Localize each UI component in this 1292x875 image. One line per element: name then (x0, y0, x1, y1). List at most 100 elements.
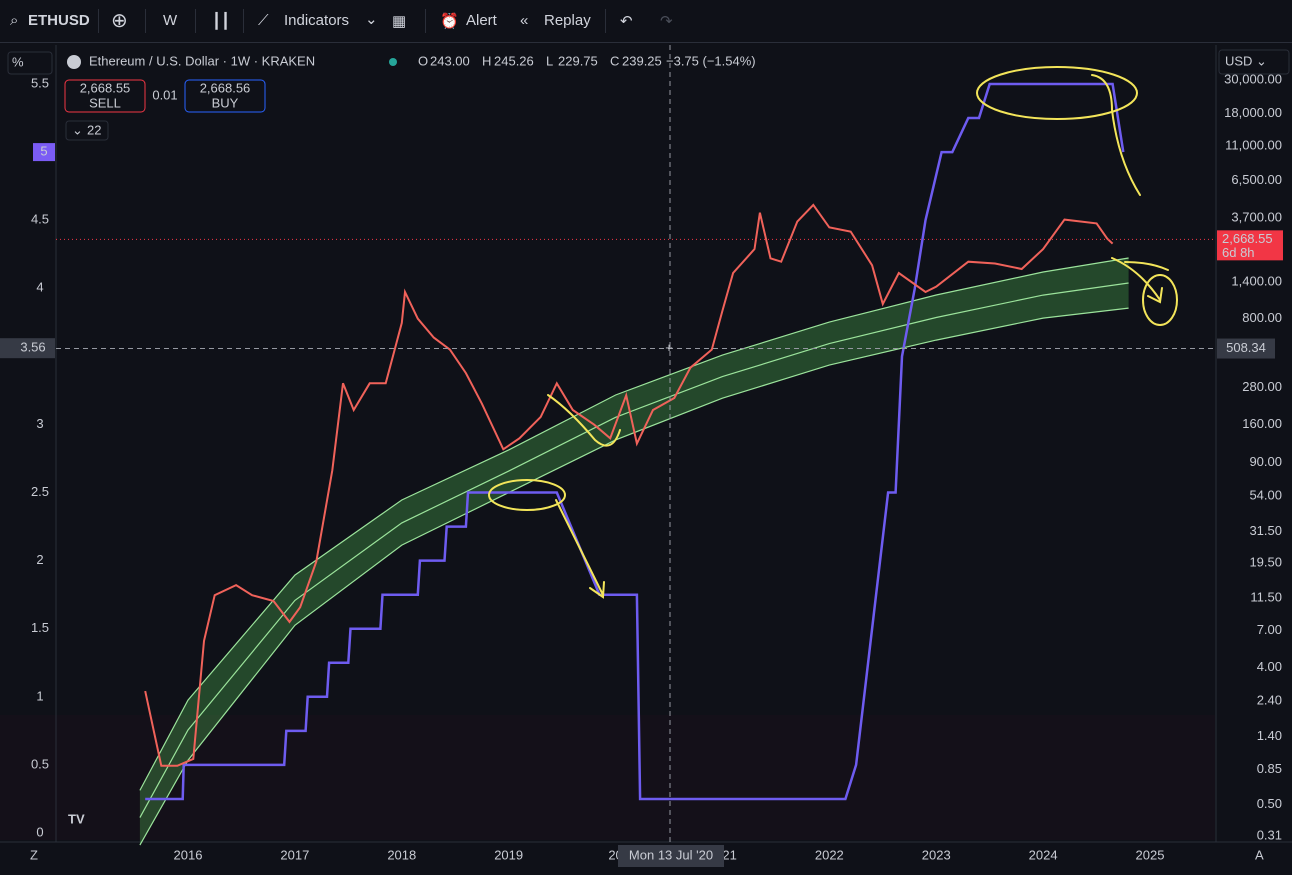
crosshair-price: 508.34 (1226, 340, 1266, 355)
right-tick-label: 1,400.00 (1231, 273, 1282, 288)
left-tick-label: 0 (36, 824, 43, 839)
left-unit: % (12, 54, 24, 69)
right-tick-label: 18,000.00 (1224, 105, 1282, 120)
x-tick-label: 2025 (1136, 847, 1165, 862)
left-tick-label: 2 (36, 552, 43, 567)
right-tick-label: 31.50 (1249, 523, 1282, 538)
annotation-ellipse (488, 479, 566, 511)
left-tick-label: 0.5 (31, 756, 49, 771)
ohlc-letter: L (546, 53, 553, 68)
separator (195, 9, 196, 33)
left-tick-label: 1.5 (31, 620, 49, 635)
x-tick-label: 2023 (922, 847, 951, 862)
replay-icon: « (520, 12, 529, 29)
price-line (144, 203, 1114, 767)
interval[interactable]: W (163, 12, 178, 29)
sell-price: 2,668.55 (80, 80, 131, 95)
left-tick-label: 4 (36, 280, 43, 295)
left-tick-label: 4.5 (31, 212, 49, 227)
chevron[interactable]: ⌄ (365, 11, 378, 28)
undo[interactable]: ↶ (620, 13, 633, 30)
lower-shade (0, 715, 1215, 840)
currency-box[interactable] (1218, 49, 1290, 75)
crosshair-percent-box (0, 338, 55, 359)
x-tick-label: 2019 (494, 847, 523, 862)
right-tick-label: 160.00 (1242, 416, 1282, 431)
indicators[interactable]: Indicators (284, 12, 350, 29)
chevron: ⌄ (72, 122, 83, 137)
right-tick-label: 3,700.00 (1231, 209, 1282, 224)
right-tick-label: 19.50 (1249, 555, 1282, 570)
zoom-z[interactable]: Z (30, 847, 38, 862)
annotation-arrow (555, 499, 605, 599)
search-icon: ⌕ (10, 12, 19, 29)
chevron: ⌄ (1256, 53, 1267, 68)
indicator-count: 22 (87, 122, 101, 137)
annotation-ellipse (976, 66, 1138, 120)
right-tick-label: 7.00 (1257, 622, 1282, 637)
indicator-line (145, 82, 1125, 801)
ohlc-letter: O (418, 53, 428, 68)
right-tick-label: 0.85 (1257, 761, 1282, 776)
logo: TV (68, 811, 85, 826)
indicators-icon: ⟋ (258, 12, 269, 29)
buy-button[interactable] (184, 79, 266, 113)
x-tick-label: 2016 (174, 847, 203, 862)
redo[interactable]: ↷ (660, 13, 673, 30)
crosshair-price-box (1217, 338, 1275, 359)
replay[interactable]: Replay (544, 12, 591, 29)
auto-a[interactable]: A (1255, 847, 1264, 862)
ohlc-value: 229.75 (558, 53, 598, 68)
alert[interactable]: Alert (466, 12, 497, 29)
right-unit: USD (1225, 53, 1252, 68)
separator (605, 9, 606, 33)
current-price-box (1217, 230, 1283, 261)
alert-icon: ⏰ (440, 13, 459, 30)
x-tick-label: 2018 (387, 847, 416, 862)
buy-label: BUY (212, 95, 239, 110)
spread: 0.01 (152, 87, 177, 102)
right-tick-label: 6,500.00 (1231, 172, 1282, 187)
right-tick-label: 54.00 (1249, 488, 1282, 503)
toolbar: ⌕ ETHUSD ⊕ W ┃┃ ⟋ Indicators ⌄ ▦ ⏰ Alert… (0, 0, 1292, 43)
crosshair-percent: 3.56 (20, 340, 45, 355)
separator (425, 9, 426, 33)
band-mid (139, 282, 1129, 818)
band-area (139, 258, 1129, 846)
ohlc-value: 245.26 (494, 53, 534, 68)
right-tick-label: 4.00 (1257, 659, 1282, 674)
ohlc-value: 243.00 (430, 53, 470, 68)
indicator-toggle[interactable] (65, 120, 109, 141)
right-tick-label: 2.40 (1257, 693, 1282, 708)
right-tick-label: 30,000.00 (1224, 71, 1282, 86)
annotation-ellipse (1142, 274, 1178, 326)
right-tick-label: 280.00 (1242, 379, 1282, 394)
left-tick-label: 3 (36, 416, 43, 431)
symbol-icon (67, 55, 81, 69)
countdown: 6d 8h (1222, 245, 1255, 260)
add-icon[interactable]: ⊕ (111, 10, 128, 32)
crosshair-cursor: + (665, 340, 673, 355)
annotations (488, 66, 1178, 599)
annotation-curve (547, 394, 621, 447)
unit-box[interactable] (7, 51, 53, 75)
layout-icon[interactable]: ▦ (392, 13, 407, 30)
right-tick-label: 1.40 (1257, 728, 1282, 743)
symbol[interactable]: ETHUSD (28, 12, 90, 29)
candle-icon[interactable]: ┃┃ (212, 13, 231, 30)
separator (243, 9, 244, 33)
ohlc: O 243.00 H 245.26 L 229.75 C 239.25 −3.75 (−1.54… (418, 53, 756, 68)
band-upper (139, 257, 1129, 791)
separator (145, 9, 146, 33)
right-tick-label: 0.31 (1257, 827, 1282, 842)
x-tick-label: 2022 (815, 847, 844, 862)
plot: 0 0.5 1 1.5 2 2.5 3 4 4.5 5.5 5 30,000.00 18,000.00 1… (0, 45, 1283, 867)
sell-button[interactable] (64, 79, 146, 113)
left-marker: 5 (40, 144, 47, 159)
legend-title: Ethereum / U.S. Dollar · 1W · KRAKEN (89, 53, 315, 68)
buy-price: 2,668.56 (200, 80, 251, 95)
ohlc-letter: H (482, 53, 491, 68)
sell-label: SELL (89, 95, 121, 110)
